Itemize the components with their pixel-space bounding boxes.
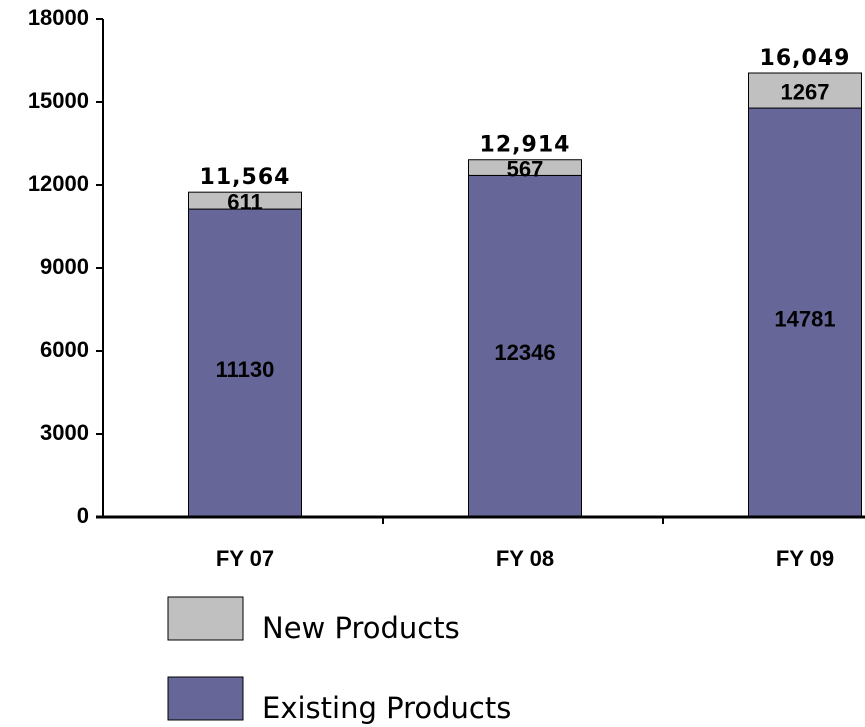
legend-label: Existing Products <box>262 691 511 725</box>
bar-segment <box>748 72 862 109</box>
y-tick-label: 18000 <box>28 5 89 30</box>
value-label: 14781 <box>774 306 835 331</box>
bar-segment <box>188 191 302 210</box>
bar-segment <box>748 107 862 518</box>
x-tick-label: FY 09 <box>776 546 834 571</box>
y-tick-label: 3000 <box>40 420 89 445</box>
bar-segment <box>188 208 302 518</box>
y-tick-label: 9000 <box>40 254 89 279</box>
legend-swatch <box>167 676 244 721</box>
total-label: 11,564 <box>200 165 291 190</box>
value-label: 11130 <box>216 357 275 382</box>
legend-swatch <box>167 596 244 641</box>
x-tick-label: FY 07 <box>216 546 274 571</box>
y-tick-label: 15000 <box>28 88 89 113</box>
y-tick-label: 0 <box>77 503 89 528</box>
total-label: 12,914 <box>480 133 571 158</box>
legend-label: New Products <box>262 611 460 645</box>
value-label: 12346 <box>494 340 555 365</box>
value-label: 567 <box>507 156 544 181</box>
value-label: 611 <box>227 189 263 214</box>
y-tick-label: 12000 <box>28 171 89 196</box>
bar-segment <box>468 159 582 176</box>
total-label: 16,049 <box>760 46 851 71</box>
bar-segment <box>468 174 582 518</box>
x-tick-label: FY 08 <box>496 546 554 571</box>
value-label: 1267 <box>781 79 830 104</box>
y-tick-label: 6000 <box>40 337 89 362</box>
